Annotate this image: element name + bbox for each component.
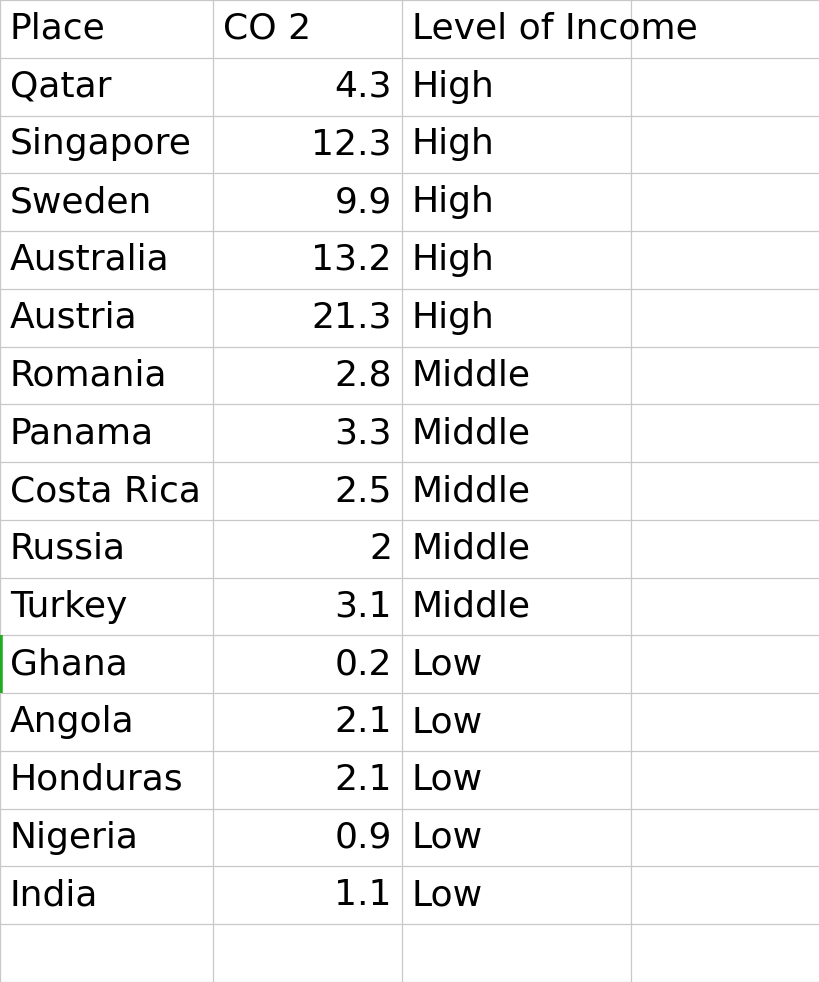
Text: 2.8: 2.8 (334, 358, 391, 393)
Text: Middle: Middle (411, 416, 530, 450)
Text: Panama: Panama (10, 416, 154, 450)
Text: 2.1: 2.1 (334, 705, 391, 739)
Text: Middle: Middle (411, 532, 530, 566)
Text: Sweden: Sweden (10, 186, 152, 219)
Text: Costa Rica: Costa Rica (10, 474, 201, 508)
Text: High: High (411, 243, 494, 277)
Text: 0.9: 0.9 (334, 821, 391, 854)
Text: Honduras: Honduras (10, 763, 183, 796)
Text: 21.3: 21.3 (311, 300, 391, 335)
Text: 2.1: 2.1 (334, 763, 391, 796)
Text: Nigeria: Nigeria (10, 821, 138, 854)
Text: Qatar: Qatar (10, 70, 111, 104)
Text: Austria: Austria (10, 300, 138, 335)
Text: 9.9: 9.9 (334, 186, 391, 219)
Text: CO 2: CO 2 (223, 12, 310, 46)
Text: 3.3: 3.3 (334, 416, 391, 450)
Text: 1.1: 1.1 (334, 878, 391, 912)
Text: Turkey: Turkey (10, 589, 127, 624)
Text: India: India (10, 878, 98, 912)
Text: Angola: Angola (10, 705, 134, 739)
Text: High: High (411, 128, 494, 161)
Text: Level of Income: Level of Income (411, 12, 696, 46)
Text: 4.3: 4.3 (334, 70, 391, 104)
Text: Middle: Middle (411, 358, 530, 393)
Text: 2.5: 2.5 (334, 474, 391, 508)
Text: Ghana: Ghana (10, 647, 128, 682)
Text: 0.2: 0.2 (334, 647, 391, 682)
Text: Low: Low (411, 878, 482, 912)
Text: Low: Low (411, 821, 482, 854)
Text: High: High (411, 186, 494, 219)
Text: High: High (411, 70, 494, 104)
Text: 12.3: 12.3 (311, 128, 391, 161)
Text: 3.1: 3.1 (334, 589, 391, 624)
Text: Australia: Australia (10, 243, 170, 277)
Text: 13.2: 13.2 (311, 243, 391, 277)
Text: 2: 2 (369, 532, 391, 566)
Text: High: High (411, 300, 494, 335)
Text: Russia: Russia (10, 532, 125, 566)
Text: Low: Low (411, 647, 482, 682)
Text: Romania: Romania (10, 358, 167, 393)
Text: Middle: Middle (411, 474, 530, 508)
Text: Low: Low (411, 763, 482, 796)
Text: Middle: Middle (411, 589, 530, 624)
Text: Singapore: Singapore (10, 128, 192, 161)
Text: Low: Low (411, 705, 482, 739)
Text: Place: Place (10, 12, 106, 46)
